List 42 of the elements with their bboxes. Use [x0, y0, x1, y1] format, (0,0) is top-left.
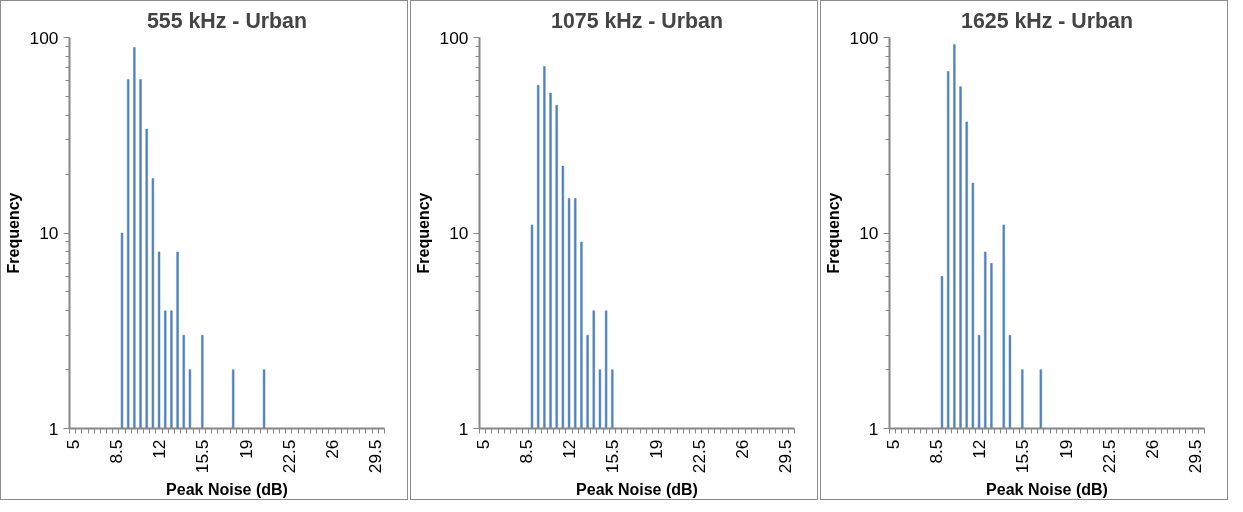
x-axis-title: Peak Noise (dB): [986, 481, 1108, 499]
x-tick-label: 8.5: [925, 439, 946, 464]
x-tick-label: 19: [645, 439, 666, 459]
x-tick-label: 26: [732, 439, 752, 459]
x-tick-label: 29.5: [365, 439, 386, 474]
x-axis-title: Peak Noise (dB): [576, 481, 698, 499]
y-tick-label: 100: [849, 27, 879, 48]
x-tick-label: 15.5: [602, 439, 623, 474]
x-tick-label: 15.5: [192, 439, 213, 474]
chart-title: 555 kHz - Urban: [146, 8, 308, 33]
x-tick-label: 12: [149, 439, 170, 459]
y-tick-label: 1: [868, 418, 879, 439]
y-tick-label: 10: [39, 223, 59, 243]
x-tick-label: 5: [62, 439, 83, 450]
x-tick-label: 12: [969, 439, 990, 459]
x-tick-label: 29.5: [1185, 439, 1206, 474]
y-tick-label: 1: [48, 418, 59, 439]
x-tick-label: 19: [1055, 439, 1076, 459]
y-tick-label: 1: [458, 418, 469, 439]
chart-title: 1625 kHz - Urban: [961, 8, 1133, 33]
x-tick-label: 29.5: [775, 439, 796, 474]
chart-title: 1075 kHz - Urban: [551, 8, 723, 33]
x-tick-label: 8.5: [105, 439, 126, 464]
x-tick-label: 19: [235, 439, 256, 459]
x-tick-label: 26: [1142, 439, 1162, 459]
y-tick-label: 100: [29, 27, 59, 48]
y-tick-label: 10: [859, 223, 879, 243]
y-axis-title: Frequency: [414, 192, 432, 274]
x-tick-label: 12: [559, 439, 580, 459]
x-tick-label: 22.5: [278, 439, 299, 474]
x-tick-label: 15.5: [1012, 439, 1033, 474]
x-axis-title: Peak Noise (dB): [166, 481, 288, 499]
x-tick-label: 22.5: [1098, 439, 1119, 474]
y-axis-title: Frequency: [4, 192, 22, 274]
x-tick-label: 8.5: [515, 439, 536, 464]
x-tick-label: 5: [472, 439, 493, 450]
y-tick-label: 10: [449, 223, 469, 243]
x-tick-label: 22.5: [688, 439, 709, 474]
x-tick-label: 26: [322, 439, 342, 459]
x-tick-label: 5: [882, 439, 903, 450]
y-axis-title: Frequency: [824, 192, 842, 274]
y-tick-label: 100: [439, 27, 469, 48]
